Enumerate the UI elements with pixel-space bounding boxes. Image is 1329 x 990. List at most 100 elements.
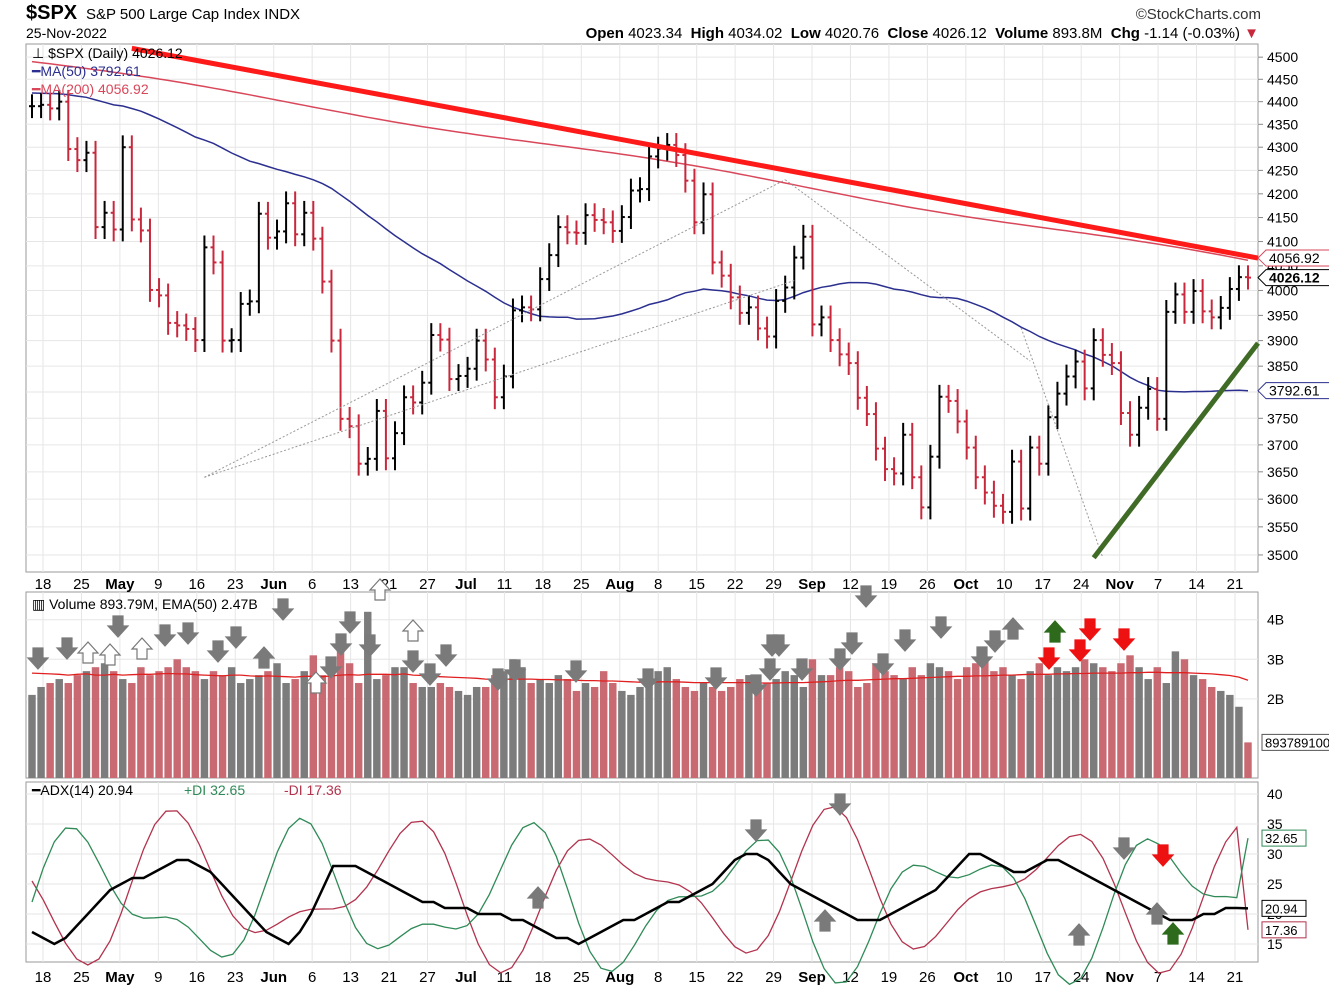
volume-signal-arrow bbox=[434, 644, 458, 667]
price-bar bbox=[1009, 449, 1016, 524]
adx-x-tick-label: 12 bbox=[842, 969, 859, 986]
volume-bar bbox=[137, 667, 145, 778]
volume-bar bbox=[128, 683, 136, 778]
volume-bar bbox=[1117, 663, 1125, 778]
price-legend-ma50: ━MA(50) 3792.61 bbox=[31, 63, 141, 79]
ma50-value-label: 3792.61 bbox=[1269, 383, 1320, 399]
volume-signal-arrow bbox=[55, 637, 79, 660]
price-bar bbox=[1090, 328, 1097, 401]
adx-x-tick-label: 18 bbox=[535, 969, 552, 986]
volume-bar bbox=[1153, 667, 1161, 778]
volume-signal-arrow bbox=[486, 668, 510, 691]
price-bar bbox=[382, 399, 389, 471]
volume-bar bbox=[119, 679, 127, 778]
price-x-tick-label: 11 bbox=[497, 576, 513, 593]
volume-bar bbox=[236, 683, 245, 778]
volume-bar bbox=[364, 611, 372, 778]
adx-signal-arrow bbox=[828, 793, 852, 816]
adx-x-tick-label: 8 bbox=[654, 969, 662, 986]
price-x-tick-label: Nov bbox=[1105, 576, 1134, 593]
price-bar bbox=[691, 168, 698, 235]
price-bar bbox=[709, 182, 716, 275]
volume-bar bbox=[454, 690, 463, 778]
index-name: S&P 500 Large Cap Index INDX bbox=[86, 6, 301, 23]
volume-bar bbox=[599, 671, 608, 778]
price-bar bbox=[346, 406, 353, 439]
volume-bar bbox=[318, 675, 327, 778]
price-bar bbox=[646, 144, 653, 202]
adx-value-frame bbox=[1261, 829, 1307, 847]
price-bar bbox=[237, 292, 244, 353]
volume-bar bbox=[962, 667, 971, 778]
volume-bar bbox=[854, 686, 862, 778]
volume-ema-line bbox=[31, 671, 1249, 684]
volume-signal-arrow bbox=[871, 653, 895, 676]
volume-bar bbox=[935, 667, 944, 778]
volume-bar bbox=[37, 686, 45, 778]
price-bar bbox=[119, 135, 126, 242]
volume-signal-arrow bbox=[401, 650, 425, 673]
price-bar bbox=[809, 224, 816, 337]
ma50-line bbox=[31, 92, 1249, 393]
volume-signal-arrow bbox=[130, 637, 154, 660]
volume-signal-arrow bbox=[206, 640, 230, 663]
volume-bar bbox=[645, 675, 653, 778]
adx-x-tick-label: 23 bbox=[227, 969, 244, 986]
adx-value-label: 17.36 bbox=[1265, 923, 1298, 938]
price-bar bbox=[800, 224, 807, 270]
price-bar bbox=[1072, 349, 1079, 389]
volume-bar bbox=[627, 694, 635, 778]
volume-bar bbox=[790, 675, 798, 778]
price-bar bbox=[900, 422, 907, 486]
volume-bar bbox=[1017, 679, 1025, 778]
volume-signal-arrow bbox=[929, 616, 953, 639]
volume-bar bbox=[844, 671, 853, 778]
price-x-tick-label: Jul bbox=[455, 576, 477, 593]
price-bar bbox=[364, 446, 371, 476]
price-bar bbox=[1208, 299, 1215, 330]
price-tick-label: 4250 bbox=[1267, 162, 1298, 178]
volume-bar bbox=[663, 667, 671, 778]
price-x-tick-label: Aug bbox=[605, 576, 634, 593]
price-bar bbox=[845, 342, 852, 376]
adx-x-tick-label: 21 bbox=[381, 969, 398, 986]
volume-bar bbox=[618, 690, 626, 778]
price-bar bbox=[83, 140, 90, 173]
volume-bar bbox=[500, 671, 508, 778]
price-bar bbox=[564, 215, 571, 245]
adx-tick-label: 15 bbox=[1267, 936, 1283, 952]
volume-bar bbox=[1090, 663, 1098, 778]
price-bar bbox=[1036, 435, 1043, 476]
volume-bar bbox=[636, 686, 644, 778]
price-bar bbox=[47, 92, 54, 121]
panel-frame-adx bbox=[25, 781, 1259, 963]
volume-signal-arrow bbox=[319, 656, 343, 679]
volume-bar bbox=[445, 686, 454, 778]
volume-bar bbox=[1099, 667, 1107, 778]
volume-bar bbox=[373, 679, 381, 778]
adx-x-tick-label: 22 bbox=[727, 969, 744, 986]
volume-signal-arrow bbox=[983, 630, 1007, 653]
volume-bar bbox=[1026, 671, 1034, 778]
volume-bar bbox=[146, 675, 154, 778]
price-bar bbox=[1108, 343, 1115, 376]
annotation-dotted-line bbox=[204, 179, 786, 478]
price-x-tick-label: 9 bbox=[154, 576, 162, 593]
volume-signal-arrow bbox=[1001, 617, 1025, 640]
volume-bar bbox=[536, 679, 544, 778]
volume-bar bbox=[291, 679, 299, 778]
price-bar bbox=[246, 289, 253, 316]
price-bar bbox=[455, 364, 462, 391]
price-bar bbox=[29, 94, 35, 119]
price-bar bbox=[274, 219, 281, 250]
price-x-tick-label: May bbox=[105, 576, 135, 593]
volume-green-arrow bbox=[1043, 620, 1067, 643]
volume-signal-arrow bbox=[744, 674, 768, 697]
volume-bar bbox=[409, 683, 417, 778]
adx-value-label: 32.65 bbox=[1265, 831, 1298, 846]
adx-signal-arrow bbox=[744, 819, 768, 842]
volume-bar bbox=[717, 690, 726, 778]
close-value-label: 4026.12 bbox=[1269, 270, 1320, 286]
volume-bar bbox=[681, 686, 690, 778]
